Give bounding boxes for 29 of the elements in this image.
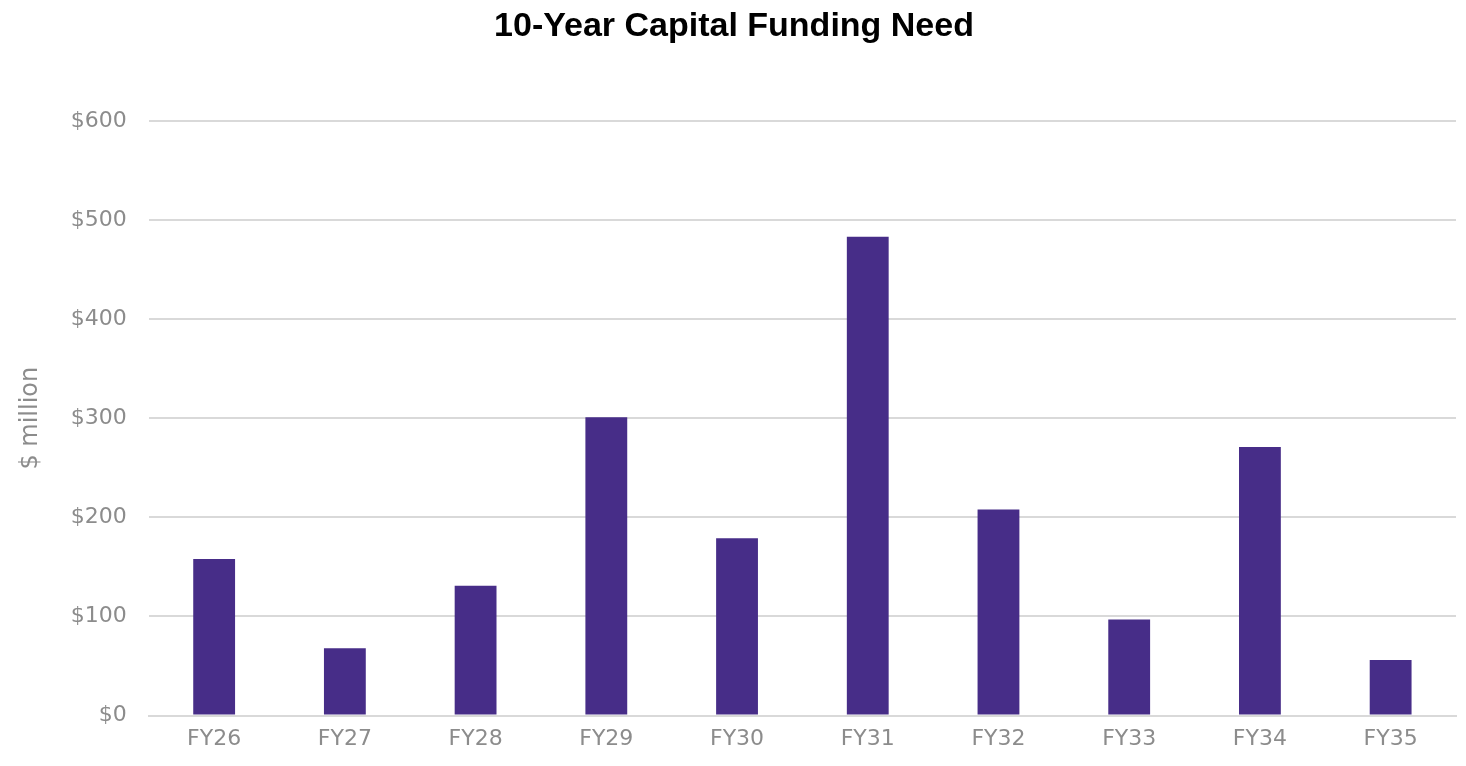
x-tick-label: FY34 [1232, 724, 1287, 750]
y-tick-label: $200 [70, 503, 127, 529]
x-tick-label: FY31 [840, 724, 895, 750]
bar [193, 558, 236, 715]
bar [716, 538, 758, 715]
y-tick-label: $400 [70, 304, 127, 330]
bar [977, 509, 1020, 715]
bar [846, 236, 889, 715]
x-tick-label: FY35 [1363, 724, 1418, 750]
y-axis-title: $ million [14, 366, 43, 470]
y-tick-label: $300 [70, 403, 127, 429]
x-tick-label: FY28 [448, 724, 503, 750]
bar [1369, 660, 1412, 715]
y-tick-label: $0 [98, 701, 127, 727]
x-tick-label: FY32 [971, 724, 1026, 750]
bar [1239, 446, 1281, 715]
x-tick-label: FY30 [709, 724, 765, 750]
bar [585, 417, 628, 715]
y-tick-label: $500 [70, 205, 127, 231]
chart-title: 10-Year Capital Funding Need [494, 4, 974, 43]
x-tick-label: FY33 [1102, 724, 1157, 750]
bar [1108, 619, 1151, 715]
x-tick-label: FY26 [187, 724, 242, 750]
y-tick-label: $100 [70, 602, 127, 628]
bar [323, 648, 366, 715]
x-tick-label: FY27 [317, 724, 372, 750]
y-tick-label: $600 [70, 106, 127, 132]
x-tick-label: FY29 [579, 724, 634, 750]
bar [454, 585, 497, 715]
